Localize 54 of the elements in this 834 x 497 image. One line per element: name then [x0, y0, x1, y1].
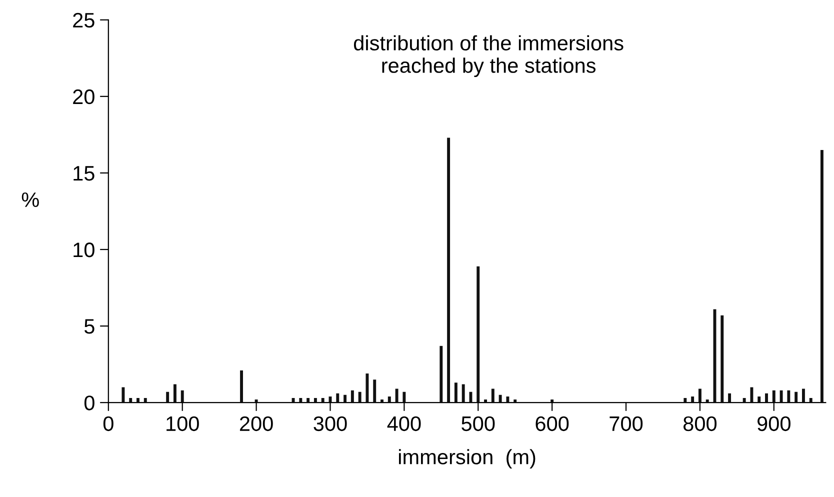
x-tick-label: 300 — [314, 416, 347, 432]
x-tick-label: 100 — [166, 416, 199, 432]
x-tick-label: 0 — [103, 416, 114, 432]
bar — [720, 315, 724, 403]
bar — [772, 390, 776, 403]
bar — [476, 266, 480, 403]
bar — [728, 393, 732, 403]
bar — [173, 384, 176, 403]
bar — [454, 382, 458, 403]
y-tick-label: 0 — [84, 396, 94, 410]
y-tick-label: 25 — [73, 12, 94, 28]
x-tick-label: 500 — [462, 416, 495, 432]
bar — [388, 396, 391, 403]
bar — [358, 392, 362, 403]
text: distribution of the immersions reached by the stations — [354, 35, 624, 78]
bar — [366, 373, 369, 403]
x-tick-label: 200 — [240, 416, 273, 432]
bar — [350, 390, 354, 403]
bar — [336, 393, 340, 403]
x-tick-label: 800 — [683, 416, 717, 432]
bar — [765, 393, 768, 403]
bar — [802, 388, 805, 403]
bar — [166, 392, 170, 403]
bar — [440, 346, 443, 403]
bar — [750, 387, 754, 403]
x-tick-label: 700 — [610, 416, 643, 432]
y-tick-label: 15 — [74, 166, 94, 181]
bar — [491, 388, 494, 403]
bar — [180, 390, 184, 403]
x-axis-title: immersion (m) — [398, 449, 536, 468]
y-tick-label: 10 — [74, 242, 94, 258]
x-tick-label: 900 — [758, 416, 790, 432]
y-axis-title: % — [22, 192, 39, 208]
bar — [758, 396, 761, 403]
x-tick-label: 600 — [536, 416, 569, 432]
y-tick-label: 5 — [84, 319, 94, 334]
bar — [373, 380, 376, 403]
bar — [447, 138, 450, 403]
bar — [344, 394, 347, 403]
bar — [780, 390, 783, 403]
bar — [498, 394, 502, 403]
y-tick-label: 20 — [73, 89, 94, 104]
bar — [240, 370, 243, 403]
bar — [698, 388, 702, 403]
bar — [691, 396, 694, 403]
bar — [506, 396, 510, 403]
x-tick-label: 400 — [387, 416, 421, 432]
bar — [787, 390, 790, 403]
bar — [395, 388, 398, 403]
bar — [122, 387, 125, 403]
bar — [462, 384, 465, 403]
bar — [794, 392, 798, 403]
bar — [820, 150, 824, 403]
bar — [402, 392, 406, 403]
